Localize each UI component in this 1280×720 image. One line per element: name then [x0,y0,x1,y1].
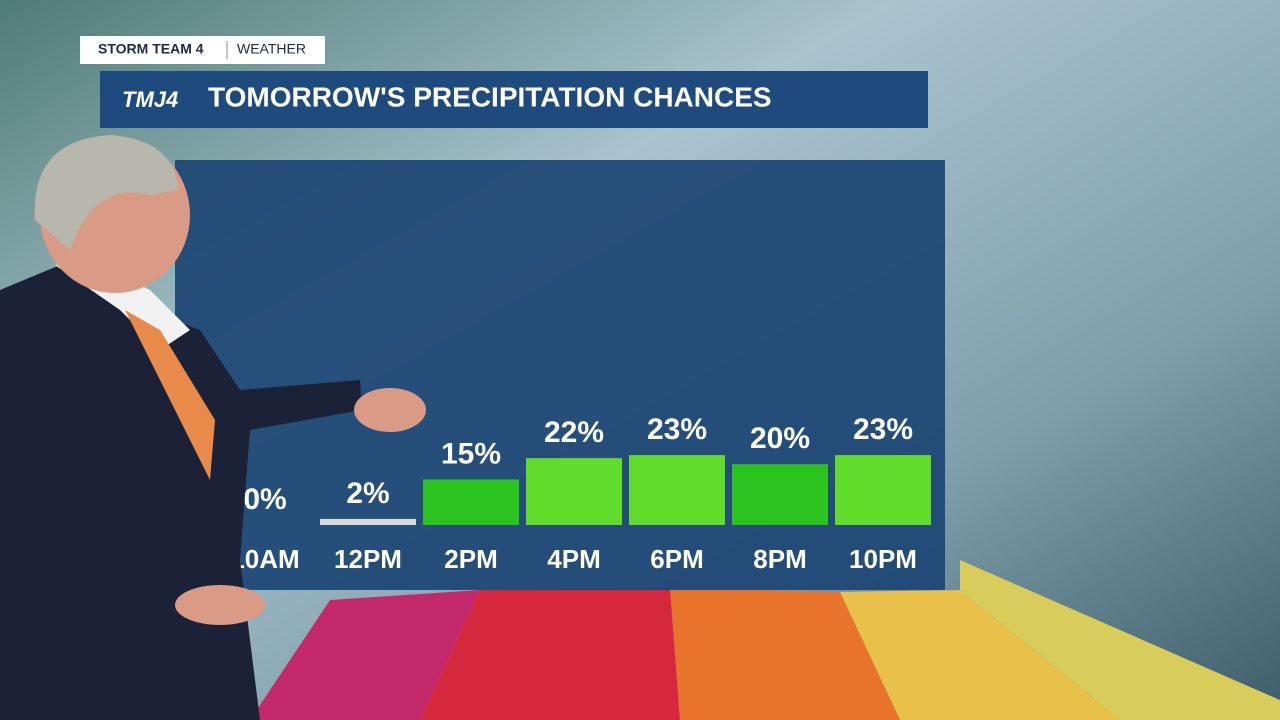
x-tick-label: 12PM [334,544,402,574]
value-label: 23% [853,413,913,446]
value-label: 20% [750,422,810,455]
presenter [0,135,426,720]
x-tick-label: 6PM [650,544,703,574]
bar [835,455,931,525]
bar [732,464,828,525]
value-label: 0% [243,483,286,516]
x-tick-label: 2PM [444,544,497,574]
value-label: 22% [544,416,604,449]
bar [423,479,519,525]
header-strip [80,36,325,64]
umbrella [250,560,1280,720]
x-tick-label: 10PM [849,544,917,574]
bar [629,455,725,525]
bar [320,518,416,525]
brand: STORM TEAM 4 [98,41,204,57]
value-label: 2% [346,477,389,510]
title-bar [100,71,928,128]
value-label: 15% [441,437,501,470]
chart-panel [175,160,945,590]
x-tick-label: 10AM [230,544,299,574]
value-label: 23% [647,413,707,446]
section: WEATHER [237,41,306,57]
chart-title: TOMORROW'S PRECIPITATION CHANCES [208,81,772,112]
logo: TMJ4 [122,87,178,112]
x-tick-label: 4PM [547,544,600,574]
bar [526,458,622,525]
x-tick-label: 8PM [753,544,806,574]
plot: 0% 10AM 2% 12PM 15% 2PM 22% 4PM 23% 6PM 20% 8PM 23% 1… [230,413,931,574]
